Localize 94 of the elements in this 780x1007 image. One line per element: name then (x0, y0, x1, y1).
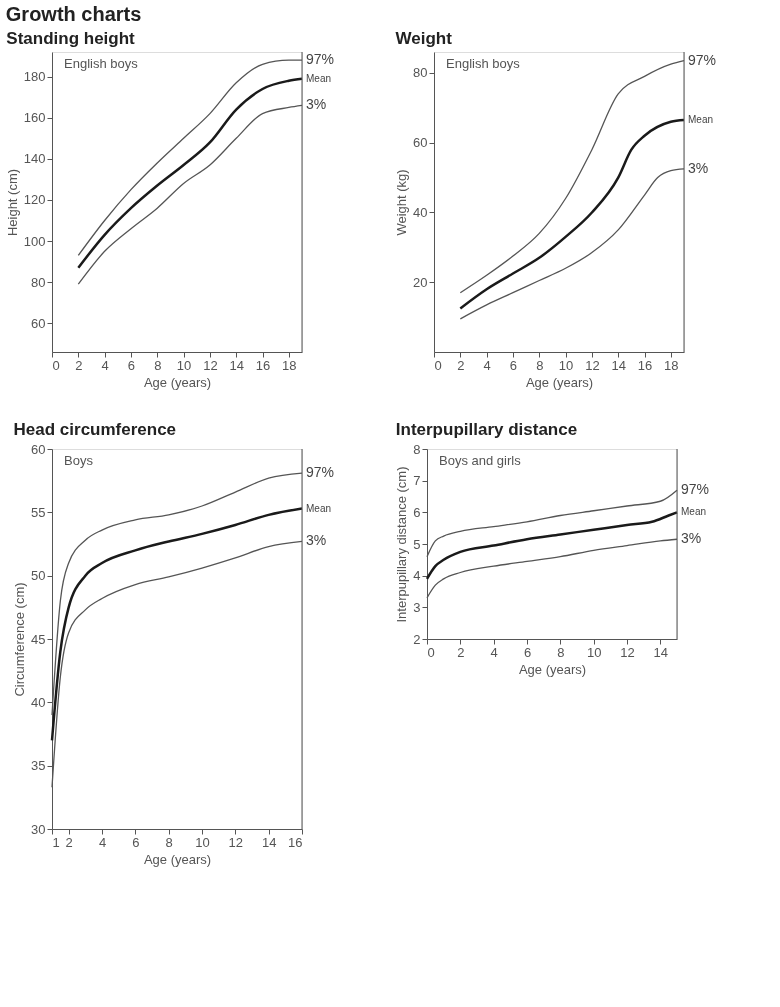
y-tick-label: 20 (413, 274, 428, 290)
x-tick-label: 4 (98, 834, 107, 850)
line-series (50, 507, 304, 742)
series-label: Mean (681, 506, 707, 518)
y-tick-label: 60 (31, 441, 46, 457)
y-tick-label: 30 (31, 821, 46, 837)
y-tick-label: 45 (31, 631, 46, 647)
x-tick-label: 12 (585, 357, 600, 373)
x-tick-label: 0 (434, 357, 442, 373)
x-tick-label: 4 (490, 644, 498, 660)
series-label: 3% (306, 532, 327, 549)
series-label: 97% (306, 464, 335, 481)
y-tick-label: 100 (23, 233, 46, 249)
x-tick-label: 4 (483, 357, 491, 373)
annotation: English boys (64, 56, 139, 71)
y-tick-label: 5 (413, 536, 421, 552)
y-tick-label: 50 (31, 568, 46, 584)
y-tick-label: 3 (413, 599, 421, 615)
annotation: Boys and girls (439, 453, 522, 468)
y-tick-label: 180 (23, 69, 46, 85)
series-label: 97% (681, 481, 710, 498)
y-axis-title: Circumference (cm) (12, 582, 28, 697)
x-tick-label: 12 (228, 834, 244, 850)
series-label: 3% (306, 96, 327, 113)
y-tick-label: 4 (413, 568, 421, 584)
x-tick-label: 14 (229, 357, 244, 373)
x-tick-label: 8 (557, 644, 565, 660)
x-tick-label: 0 (427, 644, 435, 660)
x-tick-label: 8 (154, 357, 162, 373)
x-tick-label: 16 (637, 357, 653, 373)
line-series (459, 118, 686, 310)
series-label: Mean (306, 72, 332, 84)
y-axis-title: Weight (kg) (394, 169, 410, 236)
series-label: Mean (688, 114, 714, 126)
x-tick-label: 6 (509, 357, 518, 373)
chart-title: Weight (395, 28, 453, 48)
x-tick-label: 8 (536, 357, 544, 373)
x-axis-title: Age (years) (518, 661, 587, 677)
y-tick-label: 160 (23, 110, 46, 126)
x-tick-label: 8 (165, 834, 173, 850)
chart-title: Standing height (6, 28, 136, 48)
y-axis-title: Interpupillary distance (cm) (394, 466, 410, 623)
x-axis-title: Age (years) (143, 374, 212, 390)
y-tick-label: 140 (23, 151, 46, 167)
y-tick-label: 55 (31, 504, 46, 520)
x-tick-label: 4 (101, 357, 109, 373)
series-label: 3% (688, 159, 709, 176)
y-tick-label: 8 (413, 441, 421, 457)
x-tick-label: 1 (52, 834, 60, 850)
x-tick-label: 14 (611, 357, 626, 373)
y-tick-label: 120 (23, 192, 46, 208)
x-tick-label: 16 (255, 357, 271, 373)
x-tick-label: 12 (203, 357, 218, 373)
chart-title: Head circumference (13, 420, 177, 439)
x-tick-label: 10 (176, 357, 192, 373)
y-tick-label: 2 (413, 631, 421, 647)
x-tick-label: 2 (457, 357, 465, 373)
y-tick-label: 60 (413, 135, 428, 151)
chart-title: Interpupillary distance (395, 420, 578, 439)
x-tick-label: 10 (558, 357, 574, 373)
series-label: Mean (306, 502, 332, 514)
x-tick-label: 2 (65, 834, 73, 850)
series-label: 97% (688, 51, 717, 68)
x-tick-label: 2 (457, 644, 465, 660)
line-series (425, 511, 679, 581)
x-tick-label: 0 (52, 357, 60, 373)
x-tick-label: 12 (620, 644, 635, 660)
annotation: English boys (446, 56, 521, 71)
x-tick-label: 18 (282, 357, 297, 373)
y-tick-label: 7 (413, 473, 421, 489)
series-label: 3% (681, 530, 702, 547)
y-tick-label: 35 (31, 758, 46, 774)
x-tick-label: 6 (127, 357, 136, 373)
y-tick-label: 80 (413, 65, 428, 81)
text: Growth charts (5, 3, 142, 25)
x-tick-label: 14 (261, 834, 277, 850)
x-tick-label: 18 (664, 357, 679, 373)
x-tick-label: 6 (132, 834, 140, 850)
x-tick-label: 10 (586, 644, 602, 660)
x-tick-label: 2 (75, 357, 83, 373)
y-tick-label: 60 (31, 315, 46, 331)
x-tick-label: 10 (195, 834, 210, 850)
y-tick-label: 40 (413, 204, 428, 220)
x-tick-label: 14 (653, 644, 669, 660)
x-axis-title: Age (years) (143, 851, 212, 867)
x-tick-label: 16 (288, 834, 303, 850)
y-tick-label: 80 (31, 274, 46, 290)
y-tick-label: 40 (31, 694, 46, 710)
annotation: Boys (64, 453, 94, 468)
series-label: 97% (306, 51, 335, 68)
y-axis-title: Height (cm) (4, 168, 20, 237)
x-tick-label: 6 (523, 644, 532, 660)
x-axis-title: Age (years) (525, 374, 594, 390)
y-tick-label: 6 (413, 504, 421, 520)
